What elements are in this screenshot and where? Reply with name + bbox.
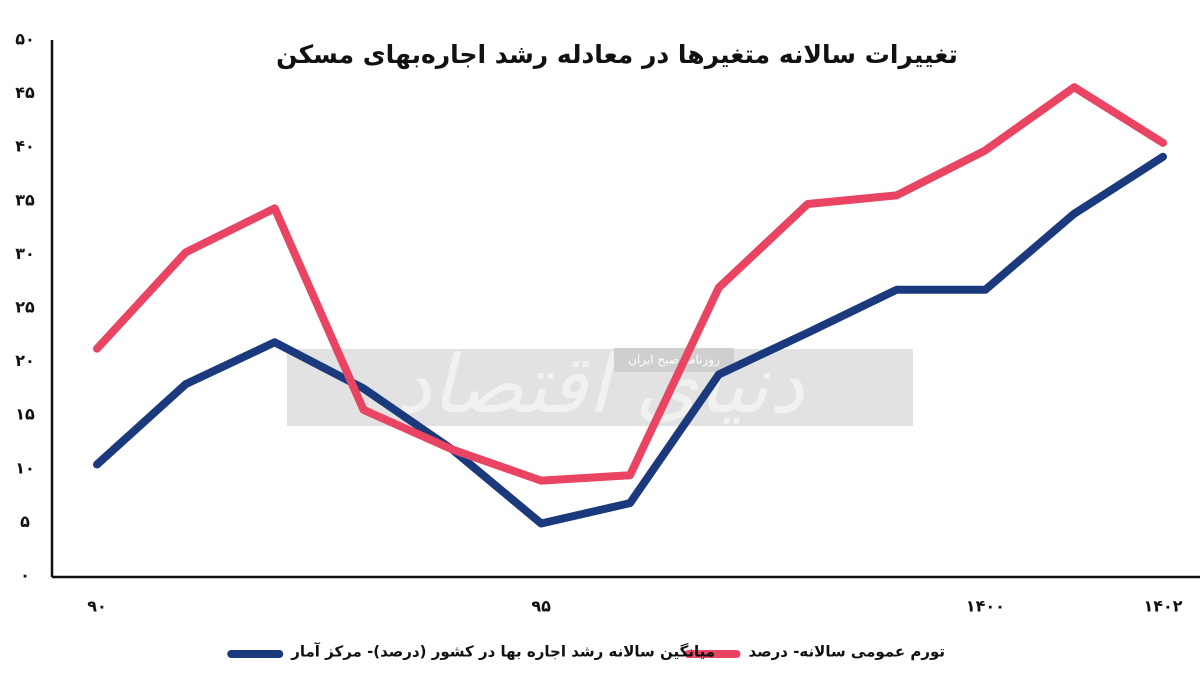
x-tick-label: ۹۵ (531, 597, 551, 616)
y-tick-label: ۳۰ (15, 244, 35, 263)
legend-label: تورم عمومی سالانه- درصد (748, 643, 945, 661)
y-tick-label: ۲۰ (15, 351, 35, 370)
y-tick-label: ۴۰ (15, 137, 35, 156)
y-tick-label: ۵۰ (15, 30, 35, 49)
y-tick-label: ۳۵ (15, 190, 35, 209)
y-tick-label: ۲۵ (15, 298, 35, 317)
watermark-tag (614, 348, 734, 372)
line-series (93, 152, 1167, 528)
y-tick-label: ۵ (20, 512, 30, 531)
line-series (93, 83, 1167, 485)
x-tick-label: ۱۴۰۰ (966, 597, 1005, 616)
legend-label: میانگین سالانه رشد اجاره بها در کشور (در… (290, 643, 715, 661)
y-tick-label: ۴۵ (15, 83, 35, 102)
y-tick-label: ۰ (20, 566, 30, 585)
y-tick-label: ۱۵ (15, 405, 35, 424)
y-tick-label: ۱۰ (15, 458, 35, 477)
x-tick-label: ۹۰ (87, 597, 107, 616)
x-tick-label: ۱۴۰۲ (1143, 597, 1182, 616)
watermark-band (287, 349, 913, 426)
watermark-tag-text: روزنامه صبح ایران (628, 353, 720, 368)
watermark: دنیای اقتصاد (396, 338, 805, 431)
chart-title: تغییرات سالانه متغیرها در معادله رشد اجا… (276, 40, 958, 70)
